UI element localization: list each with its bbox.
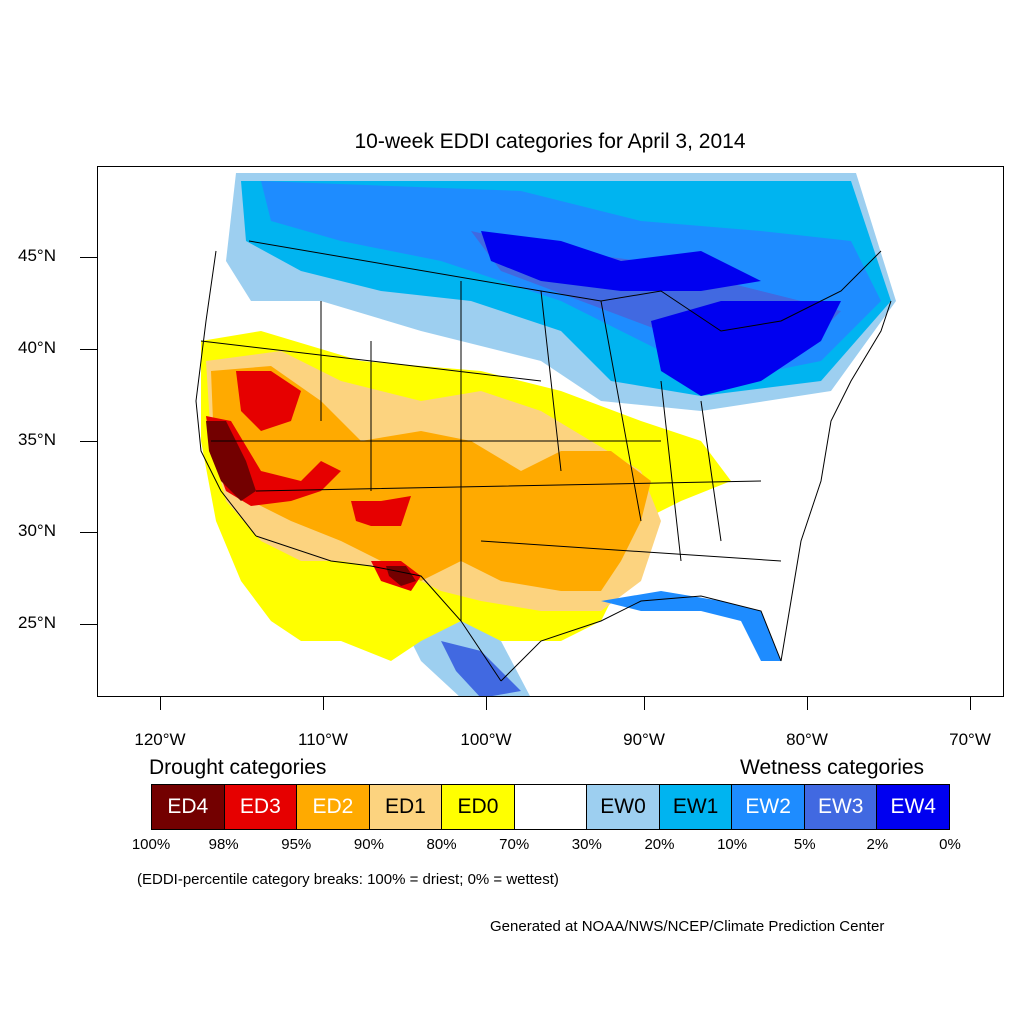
x-tick-110w — [323, 697, 324, 710]
percentile-label: 30% — [571, 836, 602, 853]
legend-box-ew1: EW1 — [659, 785, 733, 829]
x-tick-80w — [807, 697, 808, 710]
drought-ed3-nv — [236, 371, 301, 431]
percentile-label: 5% — [793, 836, 816, 853]
legend-box-neutral — [514, 785, 588, 829]
east-coast — [780, 300, 892, 662]
percentile-label: 70% — [499, 836, 530, 853]
legend-box-ew0: EW0 — [587, 785, 660, 829]
percentile-label: 98% — [208, 836, 239, 853]
percentile-label: 20% — [644, 836, 675, 853]
map-panel — [97, 166, 1004, 697]
percentile-label: 95% — [281, 836, 312, 853]
legend-box-ed4: ED4 — [152, 785, 225, 829]
eddi-map — [195, 173, 896, 696]
y-label-45n: 45°N — [18, 246, 56, 265]
legend-box-ew3: EW3 — [804, 785, 878, 829]
legend-box-ew4: EW4 — [877, 785, 950, 829]
us-mexico-border — [255, 535, 502, 682]
x-tick-70w — [970, 697, 971, 710]
y-tick-30n — [80, 532, 97, 533]
us-canada-border — [248, 240, 882, 332]
percentile-label: 80% — [426, 836, 457, 853]
percentile-label: 2% — [866, 836, 889, 853]
wet-region-ew4 — [651, 301, 841, 396]
y-label-30n: 30°N — [18, 521, 56, 540]
legend-box-ed0: ED0 — [442, 785, 515, 829]
state-lines — [200, 281, 782, 621]
y-label-40n: 40°N — [18, 338, 56, 357]
percentile-label: 0% — [939, 836, 961, 853]
percentile-label: 100% — [131, 836, 171, 853]
legend-bar: ED4 ED3 ED2 ED1 ED0 EW0 EW1 EW2 EW3 EW4 — [151, 784, 950, 830]
x-label-80w: 80°W — [786, 730, 828, 749]
legend-box-ed3: ED3 — [224, 785, 298, 829]
boundaries — [195, 240, 892, 682]
x-label-90w: 90°W — [623, 730, 665, 749]
x-label-100w: 100°W — [460, 730, 512, 749]
y-label-35n: 35°N — [18, 430, 56, 449]
legend-box-ed1: ED1 — [369, 785, 443, 829]
west-coast — [195, 250, 257, 537]
drought-ed2 — [211, 366, 651, 591]
map-title: 10-week EDDI categories for April 3, 201… — [354, 130, 746, 153]
y-tick-40n — [80, 349, 97, 350]
x-label-70w: 70°W — [949, 730, 991, 749]
x-tick-120w — [160, 697, 161, 710]
x-label-120w: 120°W — [134, 730, 186, 749]
legend-box-ed2: ED2 — [297, 785, 370, 829]
credit-text: Generated at NOAA/NWS/NCEP/Climate Predi… — [490, 918, 885, 935]
gulf-coast — [500, 595, 782, 682]
legend-box-ew2: EW2 — [732, 785, 805, 829]
y-tick-25n — [80, 624, 97, 625]
x-tick-100w — [486, 697, 487, 710]
wet-region-texas-ew3 — [441, 641, 521, 696]
percentile-label: 90% — [353, 836, 384, 853]
y-tick-45n — [80, 257, 97, 258]
percentile-label: 10% — [717, 836, 748, 853]
wet-region-ew4-north — [481, 231, 761, 291]
drought-ed3-nm — [351, 496, 411, 526]
y-tick-35n — [80, 441, 97, 442]
drought-heading: Drought categories — [149, 756, 327, 779]
wetness-heading: Wetness categories — [740, 756, 925, 779]
wet-coast-se — [601, 591, 781, 661]
y-label-25n: 25°N — [18, 613, 56, 632]
x-label-110w: 110°W — [298, 730, 348, 749]
x-tick-90w — [644, 697, 645, 710]
category-note: (EDDI-percentile category breaks: 100% =… — [137, 871, 559, 888]
